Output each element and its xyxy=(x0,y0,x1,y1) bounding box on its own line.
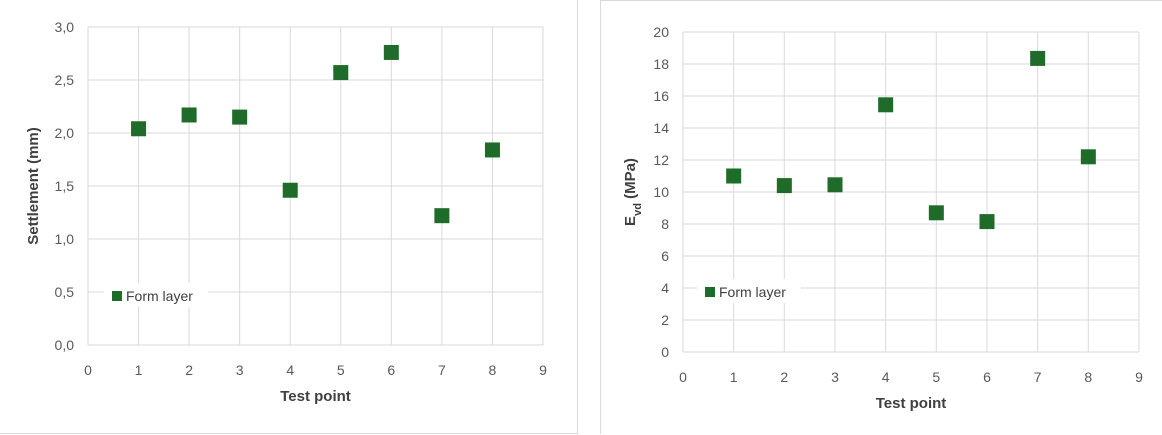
data-point xyxy=(131,121,147,137)
x-tick-label: 2 xyxy=(185,362,193,378)
data-point xyxy=(282,182,298,198)
x-tick-label: 2 xyxy=(780,369,788,385)
x-axis-title: Test point xyxy=(876,395,947,412)
x-tick-label: 4 xyxy=(286,362,294,378)
data-point xyxy=(827,177,843,193)
y-tick-label: 0 xyxy=(661,344,669,360)
data-point xyxy=(232,109,248,125)
y-tick-label: 2,5 xyxy=(55,72,75,88)
x-tick-label: 0 xyxy=(84,362,92,378)
data-point xyxy=(726,168,742,184)
legend-marker xyxy=(705,287,715,297)
data-point xyxy=(383,44,399,60)
x-tick-label: 7 xyxy=(438,362,446,378)
x-tick-label: 6 xyxy=(387,362,395,378)
legend-label: Form layer xyxy=(719,284,786,300)
settlement-chart: 0,0 0,5 1,0 1,5 2,0 2,5 3,0 0 1 2 3 4 5 6 7 8 9 Test poin… xyxy=(25,19,547,405)
y-tick-label: 8 xyxy=(661,216,669,232)
data-point xyxy=(979,214,995,230)
evd-chart-panel: 0 2 4 6 8 10 12 14 16 18 20 0 1 2 3 4 5 6 7 8 9 Test point Evd… xyxy=(600,0,1162,434)
y-tick-label: 12 xyxy=(653,152,669,168)
y-tick-label: 18 xyxy=(653,56,669,72)
data-point xyxy=(484,142,500,158)
x-tick-label: 5 xyxy=(337,362,345,378)
x-tick-label: 3 xyxy=(236,362,244,378)
x-tick-label: 6 xyxy=(983,369,991,385)
y-axis-title-sub: vd xyxy=(632,203,644,216)
legend-marker xyxy=(112,291,122,301)
y-tick-label: 20 xyxy=(653,24,669,40)
x-tick-label: 1 xyxy=(730,369,738,385)
x-tick-label: 9 xyxy=(1135,369,1143,385)
x-tick-label: 7 xyxy=(1034,369,1042,385)
x-axis-title: Test point xyxy=(280,388,351,405)
y-axis-title-unit: (MPa) xyxy=(622,158,639,203)
y-axis-title: Settlement (mm) xyxy=(25,127,42,245)
x-tick-label: 5 xyxy=(932,369,940,385)
y-tick-label: 4 xyxy=(661,280,669,296)
y-tick-label: 10 xyxy=(653,184,669,200)
data-point xyxy=(878,97,894,113)
x-tick-label: 4 xyxy=(882,369,890,385)
data-point xyxy=(333,65,349,81)
y-tick-label: 1,0 xyxy=(55,231,75,247)
y-tick-label: 2 xyxy=(661,312,669,328)
x-tick-label: 0 xyxy=(679,369,687,385)
data-point xyxy=(1030,50,1046,66)
data-point xyxy=(181,107,197,123)
x-tick-label: 9 xyxy=(539,362,547,378)
legend-label: Form layer xyxy=(126,288,193,304)
y-tick-label: 2,0 xyxy=(55,125,75,141)
x-tick-label: 8 xyxy=(1084,369,1092,385)
y-axis-title: Evd (MPa) xyxy=(622,158,644,226)
x-tick-label: 8 xyxy=(489,362,497,378)
y-tick-label: 14 xyxy=(653,120,669,136)
data-point xyxy=(434,208,450,224)
data-point xyxy=(1080,149,1096,165)
y-tick-label: 16 xyxy=(653,88,669,104)
settlement-chart-panel: 0,0 0,5 1,0 1,5 2,0 2,5 3,0 0 1 2 3 4 5 6 7 8 9 Test poin… xyxy=(0,0,578,434)
data-point xyxy=(776,178,792,194)
x-tick-label: 3 xyxy=(831,369,839,385)
y-tick-label: 3,0 xyxy=(55,19,75,35)
x-tick-label: 1 xyxy=(135,362,143,378)
data-point xyxy=(928,205,944,221)
y-tick-label: 0,5 xyxy=(55,284,75,300)
y-axis-title-main: E xyxy=(622,216,639,226)
y-tick-label: 6 xyxy=(661,248,669,264)
y-tick-label: 1,5 xyxy=(55,178,75,194)
y-tick-label: 0,0 xyxy=(55,337,75,353)
